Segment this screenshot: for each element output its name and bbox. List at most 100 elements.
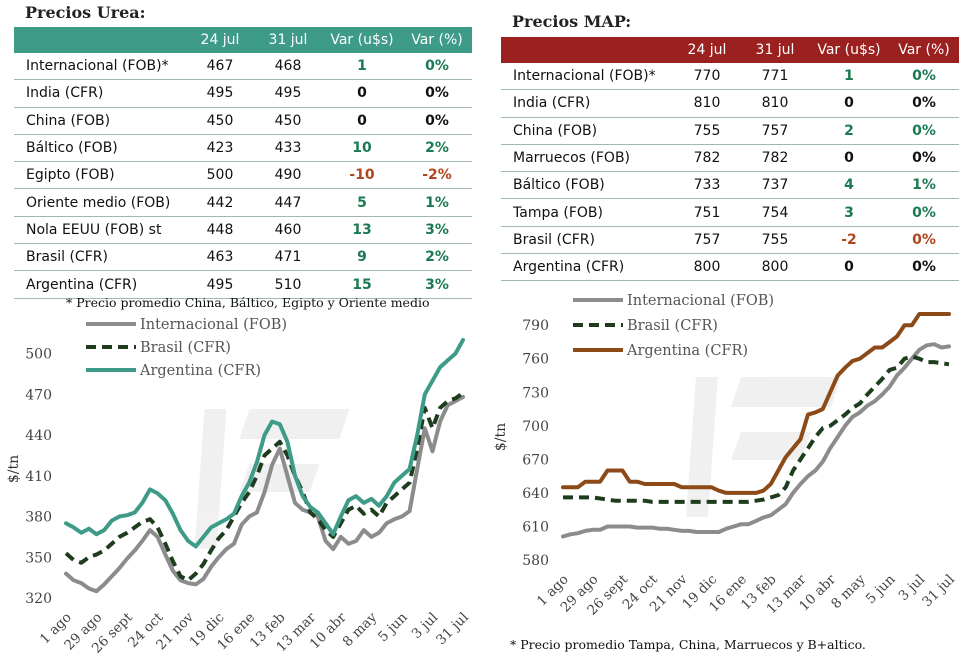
price-31-jul: 468 bbox=[254, 53, 322, 81]
table-row: Argentina (CFR) 495 510 15 3% bbox=[14, 270, 472, 299]
variation-usd: 1 bbox=[322, 53, 402, 81]
table-row: Argentina (CFR) 800 800 0 0% bbox=[501, 253, 959, 282]
series-line-0 bbox=[64, 395, 465, 594]
variation-pct: 2% bbox=[402, 243, 472, 272]
price-31-jul: 447 bbox=[254, 188, 322, 217]
series-line-1 bbox=[64, 391, 465, 583]
table-row: India (CFR) 810 810 0 0% bbox=[501, 89, 959, 118]
column-header: 31 jul bbox=[268, 32, 308, 48]
column-header: 24 jul bbox=[687, 42, 727, 58]
price-24-jul: 450 bbox=[186, 107, 254, 135]
row-label: Oriente medio (FOB) bbox=[14, 188, 186, 217]
table-row: Oriente medio (FOB) 442 447 5 1% bbox=[14, 188, 472, 217]
y-tick-label: 440 bbox=[25, 428, 52, 444]
column-header: Var (u$s) bbox=[817, 42, 881, 58]
price-31-jul: 810 bbox=[741, 89, 809, 118]
price-24-jul: 463 bbox=[186, 243, 254, 272]
table-row: Báltico (FOB) 423 433 10 2% bbox=[14, 134, 472, 163]
y-tick-label: 350 bbox=[25, 550, 52, 566]
table-row: Brasil (CFR) 757 755 -2 0% bbox=[501, 226, 959, 255]
price-24-jul: 810 bbox=[673, 89, 741, 118]
map-footnote: * Precio promedio Tampa, China, Marrueco… bbox=[510, 637, 866, 652]
table-row: Internacional (FOB)* 467 468 1 0% bbox=[14, 53, 472, 81]
y-tick-label: 410 bbox=[25, 469, 52, 485]
y-tick-label: 500 bbox=[25, 347, 52, 363]
price-31-jul: 510 bbox=[254, 270, 322, 299]
variation-usd: 9 bbox=[322, 243, 402, 272]
row-label: India (CFR) bbox=[14, 79, 186, 108]
y-tick-label: 380 bbox=[25, 510, 52, 526]
table-row: Marruecos (FOB) 782 782 0 0% bbox=[501, 144, 959, 173]
column-header: 31 jul bbox=[755, 42, 795, 58]
variation-usd: 0 bbox=[322, 79, 402, 108]
price-24-jul: 751 bbox=[673, 198, 741, 227]
watermark-logo bbox=[686, 377, 841, 517]
row-label: Internacional (FOB)* bbox=[14, 53, 186, 81]
x-tick-label: 31 jul bbox=[919, 572, 958, 611]
row-label: China (FOB) bbox=[14, 107, 186, 135]
price-31-jul: 433 bbox=[254, 134, 322, 163]
variation-pct: 0% bbox=[402, 107, 472, 135]
variation-pct: 0% bbox=[889, 63, 959, 91]
price-31-jul: 490 bbox=[254, 161, 322, 190]
variation-usd: 10 bbox=[322, 134, 402, 163]
row-label: Egipto (FOB) bbox=[14, 161, 186, 190]
column-header: Var (%) bbox=[898, 42, 950, 58]
variation-usd: 5 bbox=[322, 188, 402, 217]
table-row: China (FOB) 450 450 0 0% bbox=[14, 107, 472, 135]
variation-pct: 0% bbox=[402, 53, 472, 81]
legend-label: Internacional (FOB) bbox=[627, 293, 774, 309]
price-24-jul: 495 bbox=[186, 270, 254, 299]
variation-usd: 15 bbox=[322, 270, 402, 299]
x-tick-label: 5 jun bbox=[863, 571, 899, 607]
y-axis-label: $/tn bbox=[493, 423, 509, 451]
price-31-jul: 495 bbox=[254, 79, 322, 108]
variation-pct: 0% bbox=[889, 144, 959, 173]
y-tick-label: 760 bbox=[522, 352, 549, 368]
variation-usd: 3 bbox=[809, 198, 889, 227]
price-24-jul: 782 bbox=[673, 144, 741, 173]
y-tick-label: 790 bbox=[522, 318, 549, 334]
column-header: Var (%) bbox=[411, 32, 463, 48]
variation-pct: 0% bbox=[402, 79, 472, 108]
map-table-header: 24 jul 31 jul Var (u$s) Var (%) bbox=[501, 37, 959, 63]
row-label: Tampa (FOB) bbox=[501, 198, 673, 227]
variation-pct: 3% bbox=[402, 270, 472, 299]
legend-label: Argentina (CFR) bbox=[626, 343, 748, 359]
price-24-jul: 495 bbox=[186, 79, 254, 108]
table-row: Nola EEUU (FOB) st 448 460 13 3% bbox=[14, 216, 472, 245]
table-row: India (CFR) 495 495 0 0% bbox=[14, 79, 472, 108]
urea-price-table: 24 jul 31 jul Var (u$s) Var (%) Internacion… bbox=[14, 27, 472, 299]
urea-footnote: * Precio promedio China, Báltico, Egipto… bbox=[66, 295, 430, 310]
table-row: Tampa (FOB) 751 754 3 0% bbox=[501, 198, 959, 227]
variation-pct: 1% bbox=[889, 171, 959, 200]
column-header: Var (u$s) bbox=[330, 32, 394, 48]
x-tick-label: 31 jul bbox=[433, 610, 472, 649]
legend-label: Argentina (CFR) bbox=[139, 363, 261, 379]
variation-usd: -2 bbox=[809, 226, 889, 255]
row-label: Internacional (FOB)* bbox=[501, 63, 673, 91]
variation-usd: 13 bbox=[322, 216, 402, 245]
y-tick-label: 700 bbox=[522, 419, 549, 435]
price-31-jul: 471 bbox=[254, 243, 322, 272]
variation-pct: 2% bbox=[402, 134, 472, 163]
variation-pct: 0% bbox=[889, 117, 959, 145]
price-24-jul: 800 bbox=[673, 253, 741, 282]
variation-usd: 0 bbox=[322, 107, 402, 135]
urea-table-header: 24 jul 31 jul Var (u$s) Var (%) bbox=[14, 27, 472, 53]
table-row: Egipto (FOB) 500 490 -10 -2% bbox=[14, 161, 472, 190]
price-24-jul: 755 bbox=[673, 117, 741, 145]
row-label: Marruecos (FOB) bbox=[501, 144, 673, 173]
variation-usd: 0 bbox=[809, 89, 889, 118]
price-24-jul: 448 bbox=[186, 216, 254, 245]
row-label: Brasil (CFR) bbox=[501, 226, 673, 255]
y-tick-label: 640 bbox=[522, 486, 549, 502]
y-tick-label: 610 bbox=[522, 519, 549, 535]
table-row: Brasil (CFR) 463 471 9 2% bbox=[14, 243, 472, 272]
variation-pct: -2% bbox=[402, 161, 472, 190]
y-axis-label: $/tn bbox=[6, 455, 22, 483]
row-label: Argentina (CFR) bbox=[14, 270, 186, 299]
table-row: China (FOB) 755 757 2 0% bbox=[501, 117, 959, 145]
